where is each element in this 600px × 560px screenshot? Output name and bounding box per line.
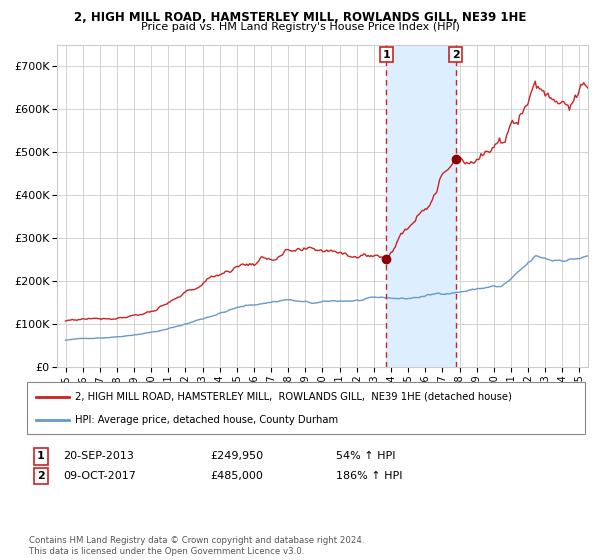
Text: Contains HM Land Registry data © Crown copyright and database right 2024.
This d: Contains HM Land Registry data © Crown c… [29,536,364,556]
Text: 54% ↑ HPI: 54% ↑ HPI [336,451,395,461]
Text: 2: 2 [37,471,44,481]
Text: £485,000: £485,000 [210,471,263,481]
Text: 186% ↑ HPI: 186% ↑ HPI [336,471,403,481]
Bar [386,45,455,367]
Text: 1: 1 [382,50,390,59]
Text: 1: 1 [37,451,44,461]
Text: Price paid vs. HM Land Registry's House Price Index (HPI): Price paid vs. HM Land Registry's House … [140,22,460,32]
Text: 2, HIGH MILL ROAD, HAMSTERLEY MILL,  ROWLANDS GILL,  NE39 1HE (detached house): 2, HIGH MILL ROAD, HAMSTERLEY MILL, ROWL… [75,392,512,402]
Text: 09-OCT-2017: 09-OCT-2017 [63,471,136,481]
Text: HPI: Average price, detached house, County Durham: HPI: Average price, detached house, Coun… [75,414,338,424]
Text: 20-SEP-2013: 20-SEP-2013 [63,451,134,461]
Text: 2, HIGH MILL ROAD, HAMSTERLEY MILL, ROWLANDS GILL, NE39 1HE: 2, HIGH MILL ROAD, HAMSTERLEY MILL, ROWL… [74,11,526,24]
Text: 2: 2 [452,50,460,59]
Text: £249,950: £249,950 [210,451,263,461]
